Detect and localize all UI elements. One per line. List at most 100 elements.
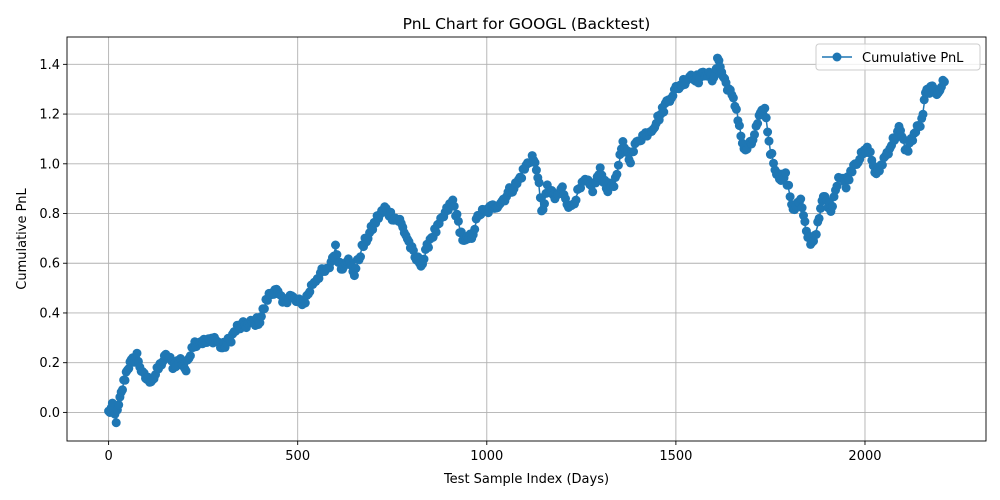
data-point: [764, 136, 774, 146]
data-point: [767, 148, 777, 158]
data-point: [915, 122, 925, 131]
data-point: [761, 113, 771, 123]
data-point: [226, 337, 236, 347]
data-point: [571, 195, 581, 205]
y-axis-label: Cumulative PnL: [15, 188, 30, 290]
data-point: [431, 227, 441, 237]
data-point: [750, 130, 759, 140]
y-tick-label: 0.8: [39, 207, 60, 222]
x-tick-label: 1500: [659, 449, 692, 464]
data-point: [919, 95, 929, 105]
data-point: [332, 250, 342, 260]
y-tick-label: 0.0: [39, 406, 60, 421]
data-point: [785, 192, 795, 202]
data-point: [530, 158, 540, 168]
data-point: [124, 364, 134, 373]
data-point: [114, 400, 124, 410]
legend-box: [815, 43, 981, 71]
data-point: [419, 254, 429, 264]
data-point: [118, 385, 127, 395]
data-point: [841, 183, 851, 193]
chart-title: PnL Chart for GOOGL (Backtest): [403, 15, 651, 33]
data-point: [731, 104, 741, 114]
data-point: [626, 158, 635, 168]
y-tick-label: 0.2: [39, 356, 60, 371]
data-point: [185, 351, 195, 361]
data-point: [111, 418, 121, 428]
data-point: [305, 287, 315, 297]
data-point: [181, 366, 191, 376]
data-point: [811, 229, 821, 239]
data-point: [300, 298, 310, 308]
x-axis-label: Test Sample Index (Days): [443, 472, 609, 487]
x-tick-label: 500: [285, 449, 310, 464]
data-point: [939, 77, 949, 87]
data-point: [847, 167, 857, 177]
data-point: [356, 252, 365, 262]
legend-marker-swatch: [832, 52, 842, 62]
data-point: [609, 182, 619, 192]
data-point: [534, 178, 544, 188]
data-point: [877, 160, 887, 170]
data-point: [259, 304, 269, 314]
data-point: [517, 173, 527, 183]
y-tick-label: 0.6: [39, 257, 60, 272]
y-tick-label: 0.4: [39, 306, 60, 321]
data-point: [814, 213, 824, 223]
data-point: [659, 107, 669, 117]
data-point: [728, 93, 738, 103]
data-point: [531, 165, 541, 175]
data-point: [832, 181, 842, 191]
data-point: [351, 264, 361, 273]
data-point: [424, 242, 433, 252]
data-point: [613, 160, 623, 170]
data-point: [918, 109, 928, 119]
data-point: [557, 182, 567, 192]
data-point: [612, 169, 622, 179]
data-point: [844, 175, 854, 185]
data-point: [449, 201, 459, 211]
data-point: [540, 199, 549, 209]
data-point: [256, 311, 266, 321]
data-point: [453, 216, 463, 226]
data-point: [760, 103, 770, 113]
plot-frame: [66, 36, 987, 442]
data-point: [734, 121, 744, 131]
data-point: [797, 203, 807, 213]
series-cumulative-pnl: [104, 53, 949, 428]
y-tick-label: 1.0: [39, 157, 60, 172]
data-point: [629, 147, 638, 157]
axis-ticks: 0 500 1000 1500 2000 0.0 0.2 0.4 0.6 0.8 1.0 1.2 1.4: [39, 58, 881, 464]
data-point: [903, 146, 913, 156]
data-point: [470, 224, 480, 234]
data-point: [132, 348, 142, 358]
data-point: [452, 209, 462, 219]
data-point: [753, 119, 763, 128]
data-point: [784, 180, 794, 190]
data-point: [736, 131, 746, 141]
data-point: [865, 147, 875, 157]
data-point: [816, 203, 825, 213]
legend-label: Cumulative PnL: [862, 51, 964, 66]
data-point: [908, 136, 918, 146]
data-point: [800, 217, 810, 227]
data-point: [769, 158, 778, 168]
data-point: [588, 187, 598, 197]
data-point: [796, 194, 806, 204]
data-point: [828, 201, 837, 211]
data-point: [781, 168, 791, 178]
y-tick-label: 1.4: [39, 58, 60, 73]
x-tick-label: 1000: [470, 449, 503, 464]
data-point: [763, 127, 773, 137]
legend: Cumulative PnL: [815, 43, 981, 71]
data-point: [408, 246, 418, 255]
y-tick-label: 1.2: [39, 108, 60, 123]
x-tick-label: 0: [104, 449, 112, 464]
data-point: [349, 271, 359, 281]
data-point: [331, 240, 340, 250]
x-tick-label: 2000: [848, 449, 881, 464]
data-point: [120, 375, 130, 385]
data-point: [595, 163, 605, 173]
